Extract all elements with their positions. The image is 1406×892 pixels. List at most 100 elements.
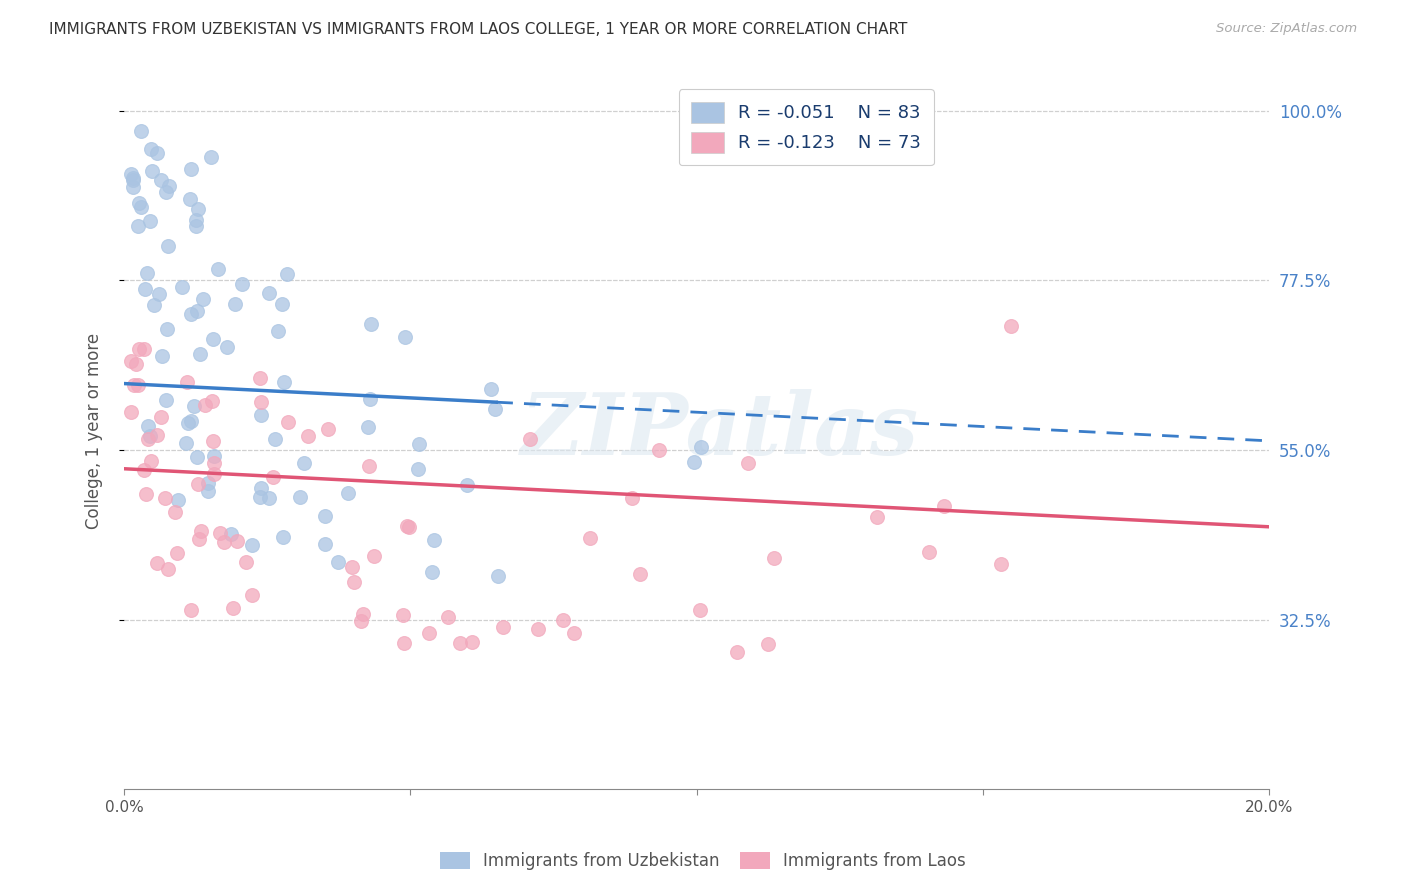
Point	[155, 185, 177, 199]
Point	[763, 550, 786, 565]
Point	[131, 200, 153, 214]
Point	[197, 475, 219, 490]
Point	[551, 613, 574, 627]
Point	[129, 124, 152, 138]
Point	[217, 340, 239, 354]
Point	[136, 266, 159, 280]
Point	[207, 262, 229, 277]
Legend: R = -0.051    N = 83, R = -0.123    N = 73: R = -0.051 N = 83, R = -0.123 N = 73	[679, 89, 934, 165]
Point	[267, 324, 290, 338]
Point	[174, 435, 197, 450]
Point	[343, 574, 366, 589]
Point	[866, 510, 889, 524]
Point	[1000, 318, 1022, 333]
Point	[564, 625, 586, 640]
Point	[398, 520, 420, 534]
Point	[214, 534, 236, 549]
Point	[153, 491, 176, 506]
Point	[141, 454, 163, 468]
Point	[249, 371, 271, 385]
Point	[170, 280, 193, 294]
Point	[262, 470, 284, 484]
Point	[156, 239, 179, 253]
Point	[578, 532, 600, 546]
Point	[314, 536, 336, 550]
Point	[449, 636, 471, 650]
Point	[406, 461, 429, 475]
Point	[420, 565, 443, 579]
Point	[271, 530, 294, 544]
Point	[120, 167, 142, 181]
Point	[394, 330, 416, 344]
Point	[190, 524, 212, 538]
Point	[316, 422, 339, 436]
Point	[392, 636, 415, 650]
Point	[249, 490, 271, 504]
Point	[120, 405, 142, 419]
Point	[242, 587, 264, 601]
Point	[263, 432, 285, 446]
Point	[391, 607, 413, 622]
Point	[527, 623, 550, 637]
Text: Source: ZipAtlas.com: Source: ZipAtlas.com	[1216, 22, 1357, 36]
Point	[202, 449, 225, 463]
Point	[201, 393, 224, 408]
Point	[737, 455, 759, 469]
Point	[150, 173, 173, 187]
Point	[917, 545, 939, 559]
Point	[484, 402, 506, 417]
Point	[725, 645, 748, 659]
Point	[363, 549, 385, 563]
Point	[179, 192, 201, 206]
Legend: Immigrants from Uzbekistan, Immigrants from Laos: Immigrants from Uzbekistan, Immigrants f…	[433, 845, 973, 877]
Point	[176, 376, 198, 390]
Point	[200, 150, 222, 164]
Point	[357, 419, 380, 434]
Point	[648, 443, 671, 458]
Point	[292, 456, 315, 470]
Point	[121, 171, 143, 186]
Point	[359, 392, 381, 407]
Point	[202, 467, 225, 482]
Point	[122, 377, 145, 392]
Point	[221, 527, 243, 541]
Point	[276, 267, 298, 281]
Point	[620, 491, 643, 505]
Point	[271, 297, 294, 311]
Point	[180, 603, 202, 617]
Point	[138, 432, 160, 446]
Point	[146, 428, 169, 442]
Point	[180, 161, 202, 176]
Point	[250, 481, 273, 495]
Point	[689, 603, 711, 617]
Point	[156, 562, 179, 576]
Point	[141, 164, 163, 178]
Point	[250, 408, 273, 422]
Point	[120, 354, 142, 368]
Point	[360, 317, 382, 331]
Point	[221, 601, 243, 615]
Y-axis label: College, 1 year or more: College, 1 year or more	[86, 333, 103, 529]
Point	[353, 607, 375, 621]
Point	[492, 619, 515, 633]
Point	[288, 490, 311, 504]
Point	[136, 419, 159, 434]
Point	[122, 180, 145, 194]
Point	[150, 349, 173, 363]
Point	[336, 486, 359, 500]
Point	[128, 342, 150, 356]
Point	[224, 297, 246, 311]
Point	[209, 526, 232, 541]
Point	[157, 178, 180, 193]
Point	[166, 546, 188, 560]
Point	[127, 378, 149, 392]
Point	[689, 441, 711, 455]
Point	[226, 534, 249, 549]
Point	[132, 463, 155, 477]
Point	[180, 307, 202, 321]
Point	[155, 392, 177, 407]
Point	[342, 560, 364, 574]
Point	[479, 383, 502, 397]
Point	[146, 145, 169, 160]
Point	[186, 450, 208, 465]
